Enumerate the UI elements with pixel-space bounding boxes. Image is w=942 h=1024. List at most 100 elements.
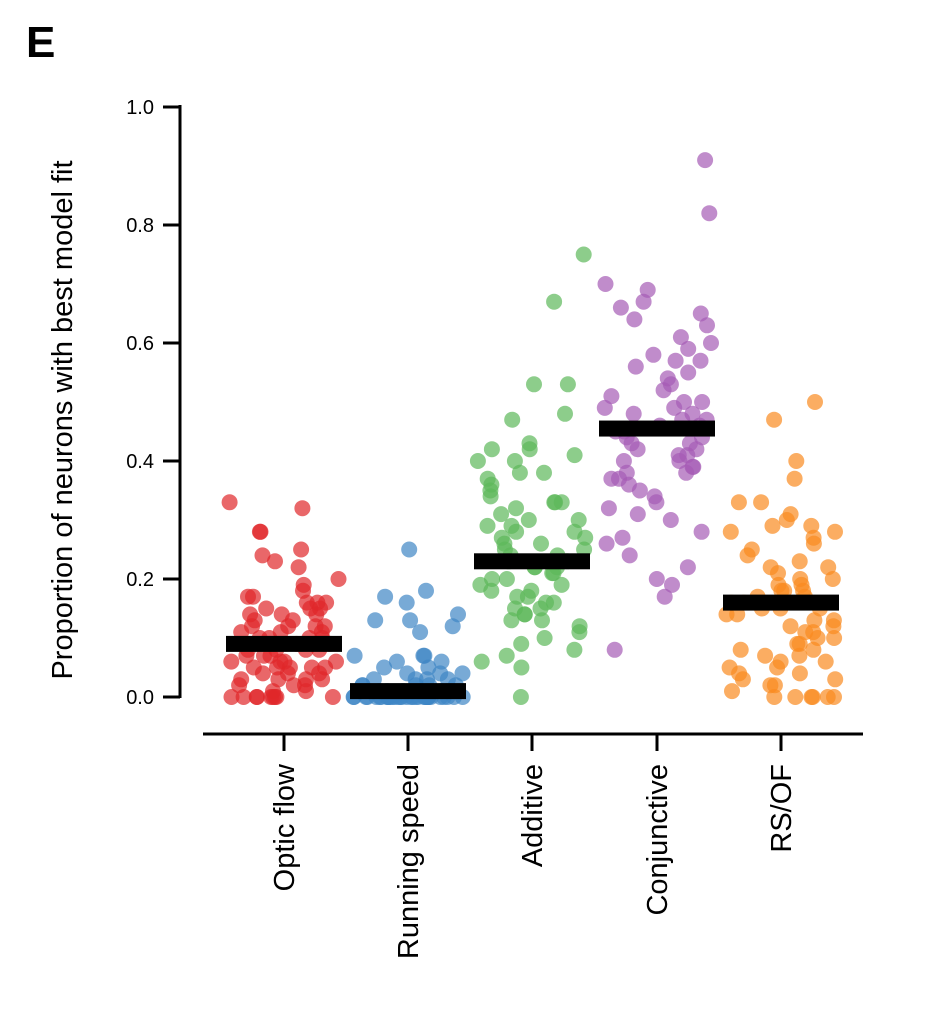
data-point-1-58 [324, 689, 341, 705]
x-tick-label-3: Additive [517, 764, 549, 867]
data-point-1-60 [223, 689, 240, 705]
data-point-1-2 [254, 547, 271, 564]
data-point-4-42 [671, 453, 688, 469]
data-point-5-16 [739, 547, 756, 564]
y-tick-label-2: 0.2 [126, 569, 154, 591]
data-point-4-14 [667, 352, 684, 369]
data-point-5-45 [826, 630, 843, 646]
y-tick-layer: 0.0 0.2 0.4 0.6 0.8 1.0 [126, 97, 180, 709]
data-point-4-59 [598, 535, 615, 552]
data-point-1-13 [308, 606, 325, 623]
data-point-3-29 [508, 523, 525, 540]
data-point-3-4 [559, 376, 576, 393]
data-point-4-13 [645, 346, 662, 363]
data-point-3-60 [503, 612, 520, 629]
data-point-3-33 [533, 535, 549, 552]
data-point-1-62 [235, 689, 252, 705]
data-point-4-9 [699, 317, 715, 334]
data-point-3-55 [532, 600, 549, 617]
data-point-2-18 [454, 665, 471, 682]
data-point-3-52 [509, 588, 526, 605]
data-point-3-22 [508, 500, 524, 517]
data-point-4-61 [679, 559, 696, 576]
data-point-1-59 [268, 689, 285, 705]
data-point-1-44 [254, 665, 271, 682]
data-point-2-1 [401, 541, 418, 558]
data-point-3-23 [493, 506, 510, 523]
data-point-4-65 [606, 641, 623, 658]
data-point-4-53 [648, 494, 665, 511]
data-point-3-24 [520, 512, 537, 528]
data-point-5-39 [806, 612, 823, 629]
data-point-4-58 [614, 529, 631, 546]
data-point-1-1 [293, 541, 310, 558]
data-point-2-7 [402, 612, 419, 629]
data-point-5-14 [805, 535, 822, 552]
data-point-5-51 [791, 647, 808, 664]
data-point-5-10 [764, 517, 781, 534]
data-point-5-3 [788, 453, 805, 469]
data-point-1-70 [273, 606, 290, 623]
data-point-4-54 [600, 500, 617, 517]
data-point-3-1 [575, 246, 592, 263]
data-point-4-46 [678, 464, 695, 481]
median-bar-1 [226, 635, 342, 652]
data-point-4-3 [597, 276, 614, 292]
median-bar-3 [474, 553, 590, 570]
data-point-3-21 [546, 494, 563, 511]
data-point-2-3 [377, 588, 394, 605]
data-point-1-66 [251, 523, 268, 540]
data-point-1-71 [280, 618, 297, 635]
data-point-5-64 [766, 689, 783, 705]
data-point-4-21 [603, 388, 620, 405]
data-point-2-9 [412, 624, 429, 641]
data-point-5-62 [724, 683, 740, 700]
data-point-3-62 [571, 624, 588, 641]
data-point-1-69 [309, 594, 326, 611]
data-point-5-20 [770, 565, 786, 582]
data-point-5-47 [791, 635, 808, 652]
median-layer [226, 420, 839, 700]
data-point-3-27 [479, 517, 496, 534]
data-point-1-12 [258, 600, 275, 617]
data-point-3-66 [498, 647, 515, 664]
data-point-2-14 [433, 653, 450, 670]
x-tick-label-1: Optic flow [269, 763, 301, 891]
median-bar-2 [350, 683, 466, 700]
data-point-5-48 [732, 641, 749, 658]
data-point-5-65 [787, 689, 804, 705]
data-point-5-49 [805, 641, 822, 658]
data-point-1-4 [330, 571, 347, 587]
data-point-2-4 [398, 594, 415, 611]
data-point-3-64 [513, 635, 530, 652]
data-point-3-13 [536, 464, 552, 481]
data-point-2-8 [444, 618, 461, 635]
y-tick-label-1: 0.0 [126, 687, 154, 709]
data-point-3-63 [536, 630, 553, 646]
data-point-4-11 [703, 335, 719, 351]
data-point-3-58 [516, 606, 533, 623]
data-point-1-63 [294, 500, 311, 517]
data-point-3-59 [534, 612, 550, 629]
data-point-4-22 [694, 394, 711, 410]
data-point-5-41 [825, 618, 842, 635]
data-point-4-6 [612, 299, 629, 316]
data-point-4-63 [664, 576, 680, 593]
data-point-3-14 [511, 464, 528, 481]
data-point-3-47 [553, 576, 570, 593]
data-point-1-77 [270, 671, 287, 688]
data-point-1-68 [245, 588, 261, 605]
data-point-4-64 [656, 588, 673, 605]
data-point-4-5 [635, 293, 652, 310]
x-tick-label-2: Running speed [393, 764, 425, 959]
data-point-3-69 [512, 689, 529, 705]
y-tick-label-5: 0.8 [126, 215, 154, 237]
data-point-5-40 [782, 618, 799, 635]
data-point-3-49 [483, 582, 500, 599]
data-point-1-46 [314, 671, 331, 688]
data-point-1-64 [221, 494, 238, 511]
data-point-5-50 [757, 647, 774, 664]
data-point-5-53 [817, 653, 834, 670]
median-bar-5 [723, 594, 839, 611]
y-tick-label-4: 0.6 [126, 333, 154, 355]
